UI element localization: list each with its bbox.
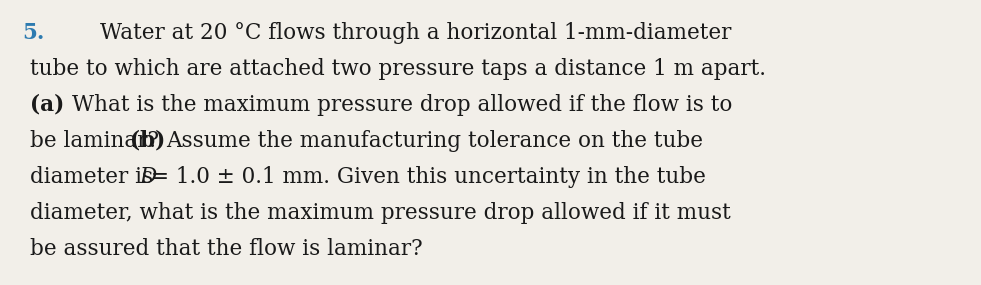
Text: Water at 20 °C flows through a horizontal 1-mm-diameter: Water at 20 °C flows through a horizonta… — [100, 22, 732, 44]
Text: be laminar?: be laminar? — [30, 130, 166, 152]
Text: 5.: 5. — [22, 22, 44, 44]
Text: be assured that the flow is laminar?: be assured that the flow is laminar? — [30, 238, 423, 260]
Text: What is the maximum pressure drop allowed if the flow is to: What is the maximum pressure drop allowe… — [72, 94, 733, 116]
Text: = 1.0 ± 0.1 mm. Given this uncertainty in the tube: = 1.0 ± 0.1 mm. Given this uncertainty i… — [151, 166, 706, 188]
Text: (a): (a) — [30, 94, 64, 116]
Text: diameter, what is the maximum pressure drop allowed if it must: diameter, what is the maximum pressure d… — [30, 202, 731, 224]
Text: tube to which are attached two pressure taps a distance 1 m apart.: tube to which are attached two pressure … — [30, 58, 766, 80]
Text: D: D — [139, 166, 156, 188]
Text: Assume the manufacturing tolerance on the tube: Assume the manufacturing tolerance on th… — [166, 130, 703, 152]
Text: diameter is: diameter is — [30, 166, 160, 188]
Text: (b): (b) — [130, 130, 165, 152]
